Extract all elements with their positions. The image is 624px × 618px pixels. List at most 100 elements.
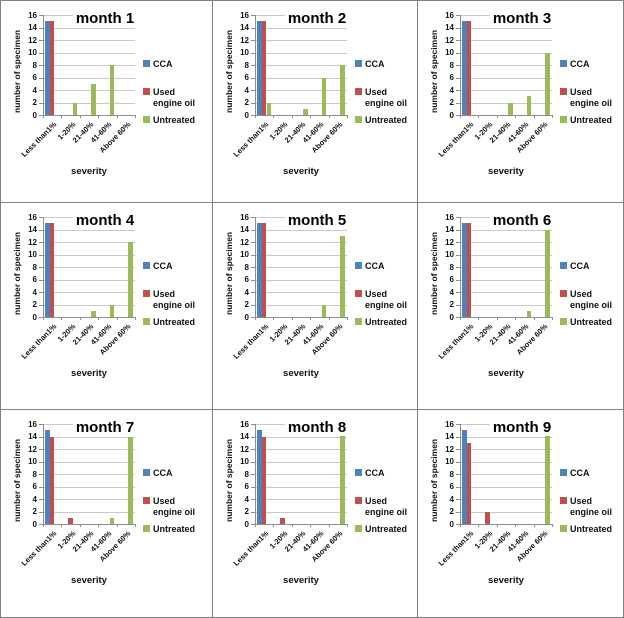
y-tick-label: 12 (445, 35, 454, 45)
y-tick-mark (456, 474, 460, 475)
chart-title: month 7 (72, 419, 138, 436)
legend-swatch-cca (560, 262, 567, 269)
bar-cca-less-than1 (257, 21, 262, 115)
y-tick-mark (251, 52, 255, 54)
y-tick-label: 16 (445, 212, 454, 222)
legend-item-untreated: Untreated (355, 524, 415, 535)
gridline-y2 (460, 304, 552, 306)
legend-label-used-engine-oil: Used engine oil (570, 289, 613, 310)
y-tick-label: 2 (449, 507, 454, 516)
gridline-y8 (460, 65, 552, 66)
y-tick-label: 8 (244, 60, 249, 70)
x-tick-mark (328, 317, 330, 320)
legend-label-untreated: Untreated (153, 317, 196, 327)
gridline-y6 (43, 486, 135, 488)
y-tick-label: 14 (240, 225, 249, 234)
gridline-y12 (460, 242, 552, 243)
y-tick-mark (251, 511, 255, 513)
x-tick-mark (515, 115, 517, 118)
y-axis-line (460, 15, 461, 115)
gridline-y6 (255, 486, 347, 488)
gridline-y6 (255, 77, 347, 79)
bar-untreated-above-60 (545, 52, 550, 115)
legend-item-used-engine-oil: Used engine oil (355, 496, 415, 518)
y-tick-label: 8 (449, 262, 454, 272)
gridline-y14 (43, 27, 135, 29)
chart-title: month 1 (72, 10, 138, 27)
chart-cell-month-1: number of specimen 0 2 4 6 8 10 12 14 16 month 1 Le… (1, 1, 213, 203)
bar-cca-less-than1 (462, 430, 467, 524)
x-tick-mark (460, 115, 461, 118)
y-tick-mark (39, 27, 43, 29)
y-tick-mark (456, 499, 460, 500)
y-tick-label: 2 (32, 300, 37, 309)
x-tick-mark (291, 524, 293, 527)
legend-item-used-engine-oil: Used engine oil (143, 496, 203, 518)
gridline-y14 (460, 436, 552, 438)
y-tick-mark (456, 90, 460, 91)
gridline-y12 (460, 40, 552, 41)
gridline-y4 (43, 90, 135, 91)
bar-cca-less-than1 (45, 430, 50, 524)
x-tick-mark (61, 317, 63, 320)
legend-swatch-untreated (560, 318, 567, 325)
bar-untreated-41-60 (321, 304, 327, 317)
x-tick-mark (79, 317, 81, 320)
x-tick-mark (478, 317, 480, 320)
y-tick-label: 8 (32, 262, 37, 272)
bar-untreated-21-40 (508, 102, 513, 115)
bar-used-engine-oil-less-than1 (261, 223, 267, 317)
y-tick-label: 12 (28, 444, 37, 454)
x-axis-line (255, 317, 348, 318)
legend-item-used-engine-oil: Used engine oil (560, 87, 620, 109)
y-tick-label: 8 (449, 60, 454, 70)
gridline-y2 (255, 304, 347, 306)
legend-swatch-untreated (143, 525, 150, 532)
gridline-y4 (255, 499, 347, 500)
legend-item-used-engine-oil: Used engine oil (560, 496, 620, 518)
y-tick-label: 12 (240, 444, 249, 454)
x-tick-mark (347, 317, 348, 320)
x-tick-mark (291, 115, 293, 118)
legend-label-untreated: Untreated (570, 115, 613, 125)
gridline-y14 (255, 229, 347, 231)
bar-untreated-above-60 (545, 229, 550, 317)
gridline-y6 (43, 279, 135, 281)
y-tick-label: 4 (449, 494, 454, 504)
y-tick-mark (39, 40, 43, 41)
bar-untreated-21-40 (91, 310, 96, 317)
legend-swatch-cca (355, 469, 362, 476)
legend-swatch-cca (143, 60, 150, 67)
y-tick-label: 0 (244, 110, 249, 120)
y-tick-mark (456, 424, 460, 425)
gridline-y10 (460, 461, 552, 463)
legend-item-cca: CCA (355, 59, 415, 70)
gridline-y2 (255, 102, 347, 104)
bar-used-engine-oil-less-than1 (466, 21, 472, 115)
x-axis-label: severity (283, 368, 319, 379)
legend-item-untreated: Untreated (560, 317, 620, 328)
bar-used-engine-oil-less-than1 (261, 436, 267, 524)
gridline-y10 (255, 254, 347, 256)
y-tick-label: 6 (244, 482, 249, 491)
chart-title: month 6 (489, 212, 555, 229)
gridline-y10 (43, 254, 135, 256)
y-tick-mark (39, 424, 43, 425)
gridline-y4 (255, 292, 347, 293)
x-axis-label: severity (71, 575, 107, 586)
legend-item-untreated: Untreated (143, 115, 203, 126)
y-tick-label: 2 (32, 98, 37, 107)
y-tick-label: 14 (240, 432, 249, 441)
legend-item-untreated: Untreated (143, 317, 203, 328)
y-tick-mark (251, 524, 255, 525)
bar-cca-less-than1 (462, 21, 467, 115)
y-axis-line (255, 15, 256, 115)
y-tick-label: 4 (449, 85, 454, 95)
gridline-y4 (255, 90, 347, 91)
x-tick-mark (273, 115, 275, 118)
bar-used-engine-oil-1-20 (485, 511, 490, 524)
legend-label-used-engine-oil: Used engine oil (365, 289, 408, 310)
x-tick-mark (496, 115, 498, 118)
x-tick-mark (515, 317, 517, 320)
y-tick-label: 2 (244, 300, 249, 309)
